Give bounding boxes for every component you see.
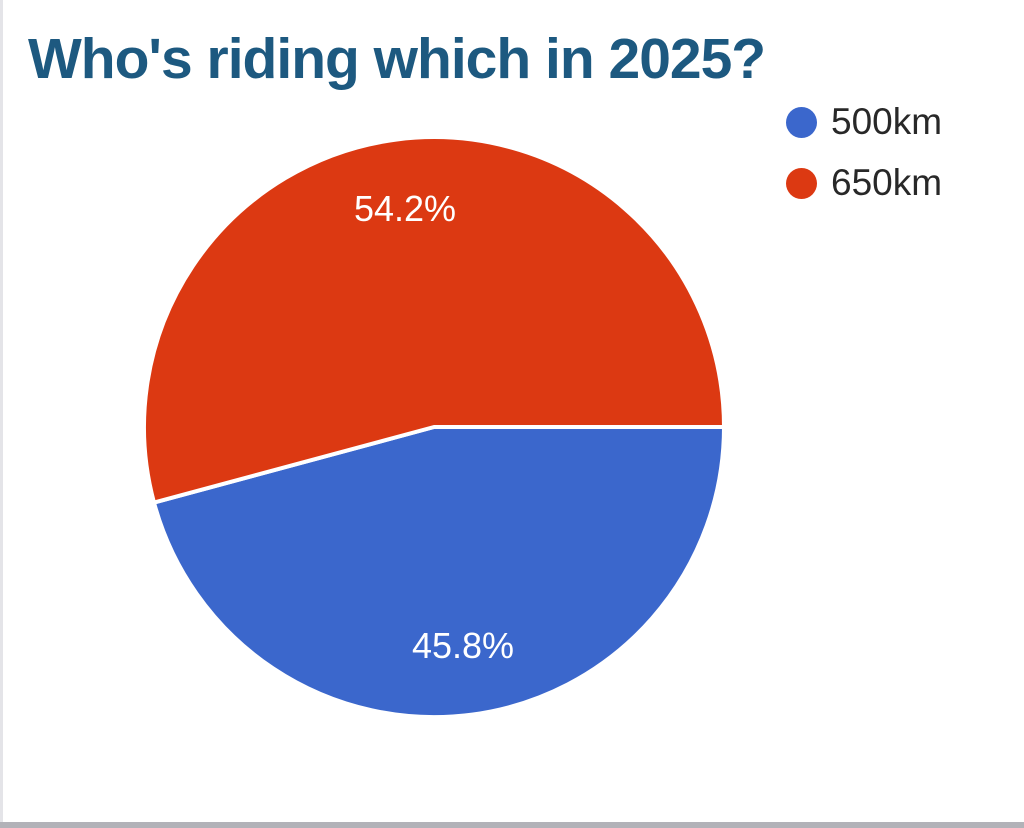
legend-item-500km: 500km (786, 100, 942, 144)
chart-legend: 500km 650km (786, 100, 942, 205)
pie-slice-650km[interactable] (142, 135, 726, 505)
left-page-edge (0, 0, 3, 828)
slice-percent-label-500km: 45.8% (412, 625, 514, 666)
pie-slice-500km[interactable] (152, 425, 726, 720)
legend-swatch-500km-icon (786, 106, 817, 138)
slice-percent-label-650km: 54.2% (354, 188, 456, 229)
legend-label-500km: 500km (831, 101, 943, 142)
horizontal-scrollbar[interactable] (0, 822, 1024, 828)
chart-title: Who's riding which in 2025? (28, 27, 766, 91)
legend-swatch-650km-icon (786, 167, 817, 199)
legend-item-650km: 650km (786, 161, 942, 205)
legend-label-650km: 650km (831, 162, 943, 203)
